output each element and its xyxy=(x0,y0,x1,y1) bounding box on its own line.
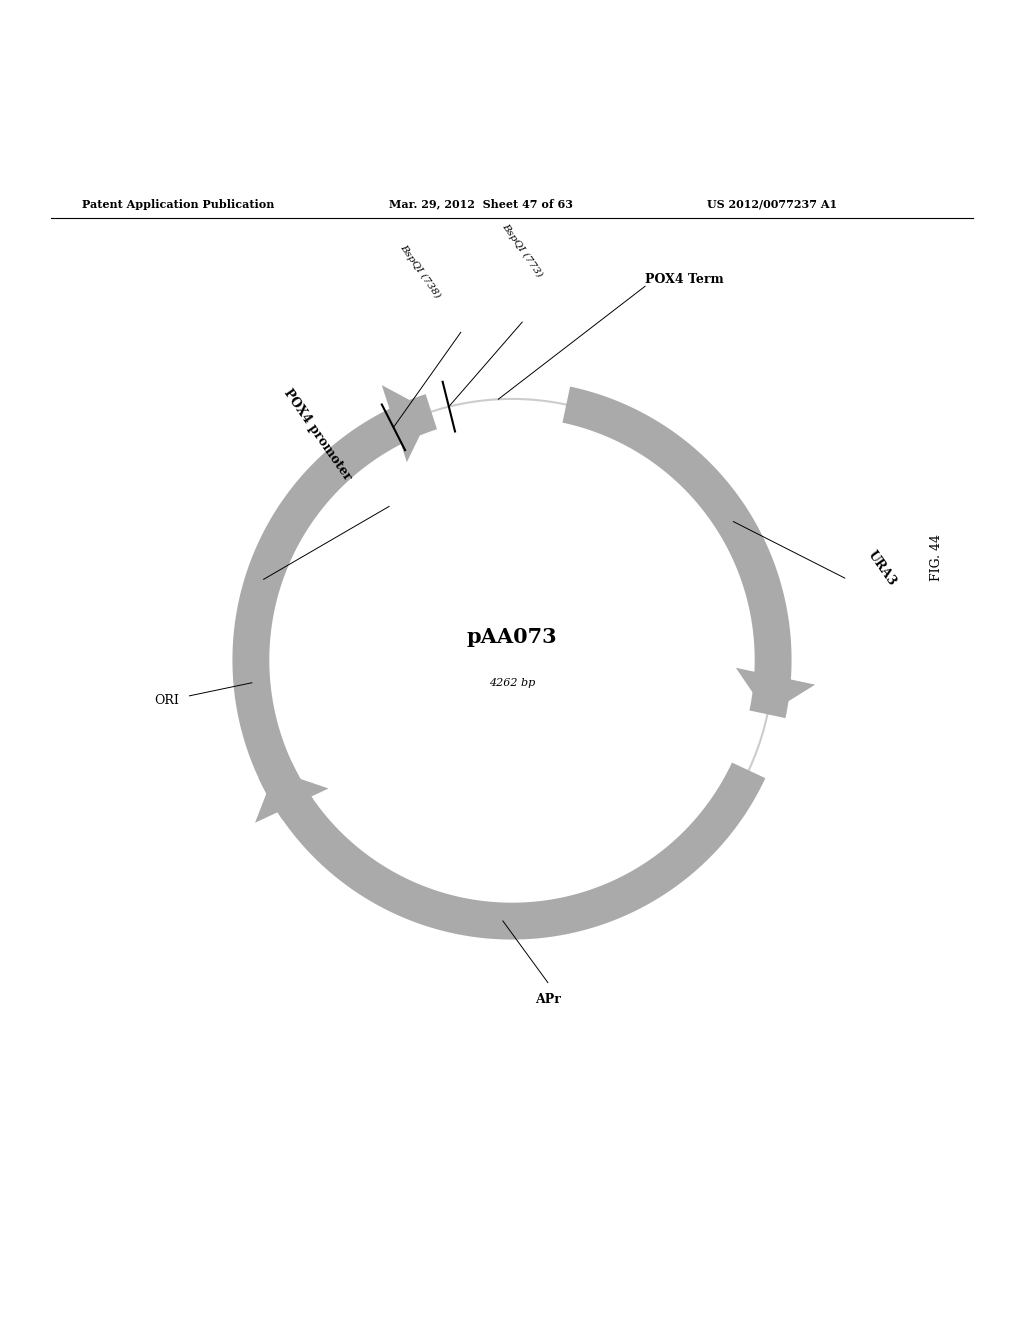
Text: US 2012/0077237 A1: US 2012/0077237 A1 xyxy=(707,199,837,210)
Text: 4262 bp: 4262 bp xyxy=(488,677,536,688)
Text: POX4 Term: POX4 Term xyxy=(645,273,724,286)
Polygon shape xyxy=(259,763,765,940)
Text: Mar. 29, 2012  Sheet 47 of 63: Mar. 29, 2012 Sheet 47 of 63 xyxy=(389,199,573,210)
Text: BspQI (738): BspQI (738) xyxy=(398,243,441,300)
Text: URA3: URA3 xyxy=(865,548,899,587)
Text: APr: APr xyxy=(535,993,561,1006)
Text: POX4 promoter: POX4 promoter xyxy=(281,387,354,483)
Polygon shape xyxy=(562,387,792,718)
Text: pAA073: pAA073 xyxy=(467,627,557,648)
Text: BspQI (773): BspQI (773) xyxy=(501,222,544,279)
Polygon shape xyxy=(255,771,329,822)
Text: FIG. 44: FIG. 44 xyxy=(931,535,943,581)
Text: Patent Application Publication: Patent Application Publication xyxy=(82,199,274,210)
Text: ORI: ORI xyxy=(155,694,179,708)
Polygon shape xyxy=(232,395,437,820)
Polygon shape xyxy=(382,385,431,462)
Polygon shape xyxy=(736,668,815,714)
